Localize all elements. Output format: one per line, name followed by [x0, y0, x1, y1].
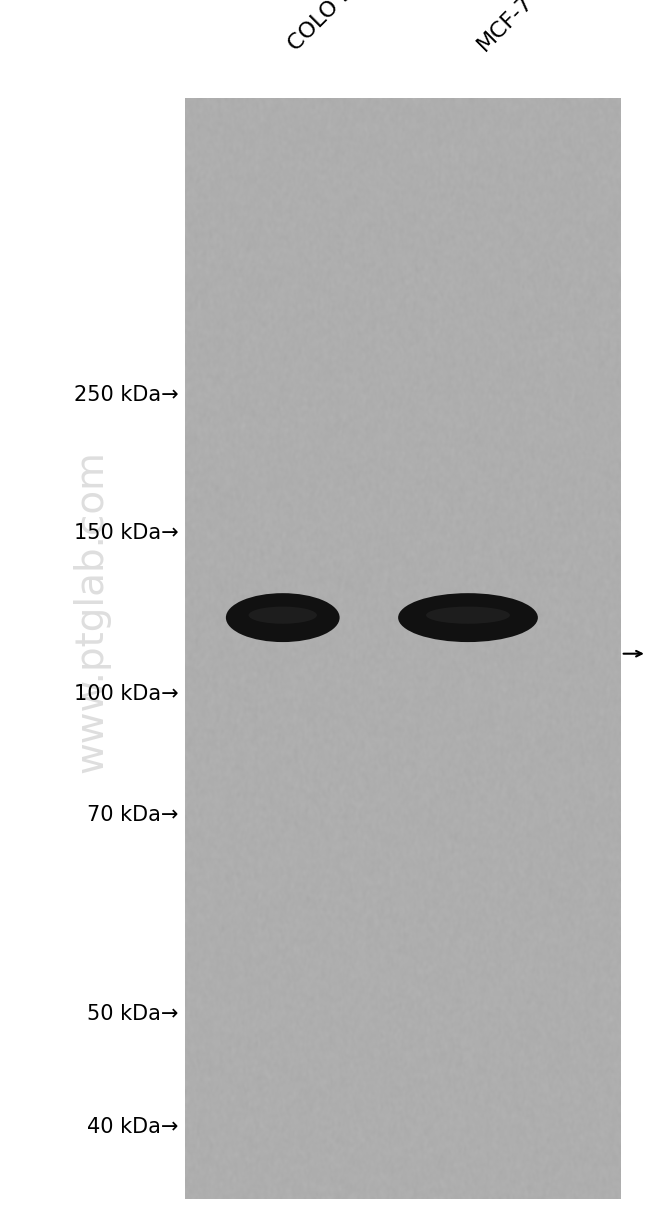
Text: MCF-7: MCF-7: [473, 0, 537, 55]
Ellipse shape: [248, 607, 317, 624]
Text: 70 kDa→: 70 kDa→: [87, 806, 179, 826]
Text: 100 kDa→: 100 kDa→: [74, 685, 179, 704]
Ellipse shape: [426, 607, 510, 624]
Text: www.ptglab.com: www.ptglab.com: [72, 450, 110, 773]
Text: 50 kDa→: 50 kDa→: [87, 1004, 179, 1024]
Text: 40 kDa→: 40 kDa→: [87, 1117, 179, 1137]
Text: 250 kDa→: 250 kDa→: [74, 385, 179, 405]
Ellipse shape: [226, 593, 339, 642]
Text: 150 kDa→: 150 kDa→: [74, 522, 179, 543]
Text: COLO 320: COLO 320: [285, 0, 378, 55]
Ellipse shape: [398, 593, 538, 642]
